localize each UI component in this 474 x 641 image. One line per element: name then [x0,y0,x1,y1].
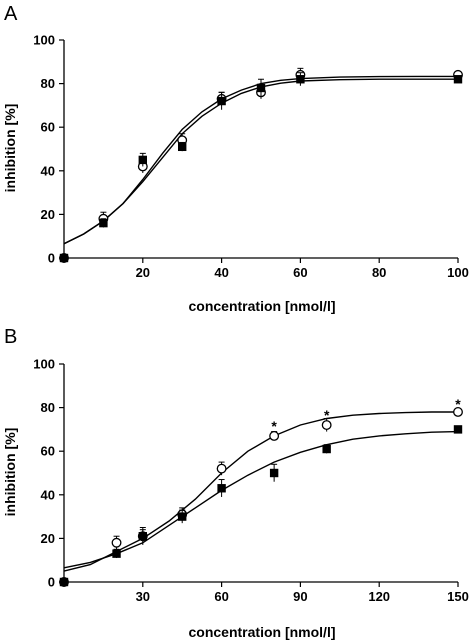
panel-a-y-tick-label: 60 [41,120,55,135]
panel-a-label: A [4,3,18,25]
panel-a-y-axis-label: inhibition [%] [2,104,18,193]
panel-a-x-tick-label: 40 [214,265,228,280]
panel-a-x-tick-label: 60 [293,265,307,280]
panel-a-y-tick-label: 40 [41,163,55,178]
panel-b-point-filled-square [453,425,463,434]
panel-b-significance-asterisk: * [455,396,461,412]
panel-a-y-tick-label: 80 [41,76,55,91]
panel-a-x-tick-label: 100 [447,265,469,280]
panel-b-point-open-circle [453,407,463,417]
panel-b-x-axis-label: concentration [nmol/l] [189,624,336,640]
panel-b-point-filled-square [269,468,279,478]
panel-a-point-filled-square [178,142,187,152]
panel-b-y-axis-label: inhibition [%] [2,428,18,517]
panel-a-x-tick-label: 20 [136,265,150,280]
panel-a-point-filled-square [217,96,226,106]
panel-b-x-tick-label: 30 [136,589,150,604]
panel-a-fit-curve-2 [63,78,458,245]
panel-a-y-tick-label: 100 [33,33,55,48]
panel-b-y-tick-label: 40 [41,487,55,502]
panel-a-x-tick-label: 80 [372,265,386,280]
panel-b-point-open-circle [111,537,122,548]
panel-b-significance-asterisk: * [271,418,277,434]
panel-a-fit-curve-1 [63,75,458,245]
panel-b-point-filled-square [322,444,331,454]
panel-a-point-filled-square [296,75,305,84]
panel-b-point-filled-square [59,577,69,587]
panel-b-point-open-circle [321,420,332,430]
panel-a-point-filled-square [99,218,108,228]
panel-b-y-tick-label: 100 [33,357,55,372]
panel-a-chart: A concentration [nmol/l] inhibition [%] … [2,3,469,314]
panel-b-y-tick-label: 80 [41,400,55,415]
panel-b-point-filled-square [217,484,226,493]
panel-b-x-tick-label: 90 [293,589,307,604]
panel-b-y-tick-label: 20 [41,531,55,546]
panel-a-point-filled-square [138,155,147,165]
panel-b-significance-asterisk: * [324,407,330,423]
panel-a-point-filled-square [453,75,463,84]
panel-b-fit-curve-2 [63,430,459,569]
panel-b-point-filled-square [112,549,121,558]
panel-a-y-tick-label: 0 [48,251,55,266]
panel-b-chart: B concentration [nmol/l] inhibition [%] … [2,326,469,640]
panel-b-point-open-circle [269,430,280,441]
panel-b-x-tick-label: 150 [447,589,469,604]
panel-b-point-open-circle [216,463,227,474]
panel-b-label: B [4,326,17,348]
panel-b-x-tick-label: 60 [214,589,228,604]
panel-b-y-tick-label: 0 [48,575,55,590]
panel-b-point-filled-square [138,532,147,541]
panel-b-point-filled-square [178,512,187,521]
panel-a-point-filled-square [59,253,69,263]
panel-b-y-tick-label: 60 [41,444,55,459]
panel-b-x-tick-label: 120 [368,589,390,604]
panel-a-y-tick-label: 20 [41,207,55,222]
panel-a-x-axis-label: concentration [nmol/l] [189,298,336,314]
panel-b-fit-curve-1 [63,411,458,572]
panel-a-point-filled-square [256,83,266,93]
